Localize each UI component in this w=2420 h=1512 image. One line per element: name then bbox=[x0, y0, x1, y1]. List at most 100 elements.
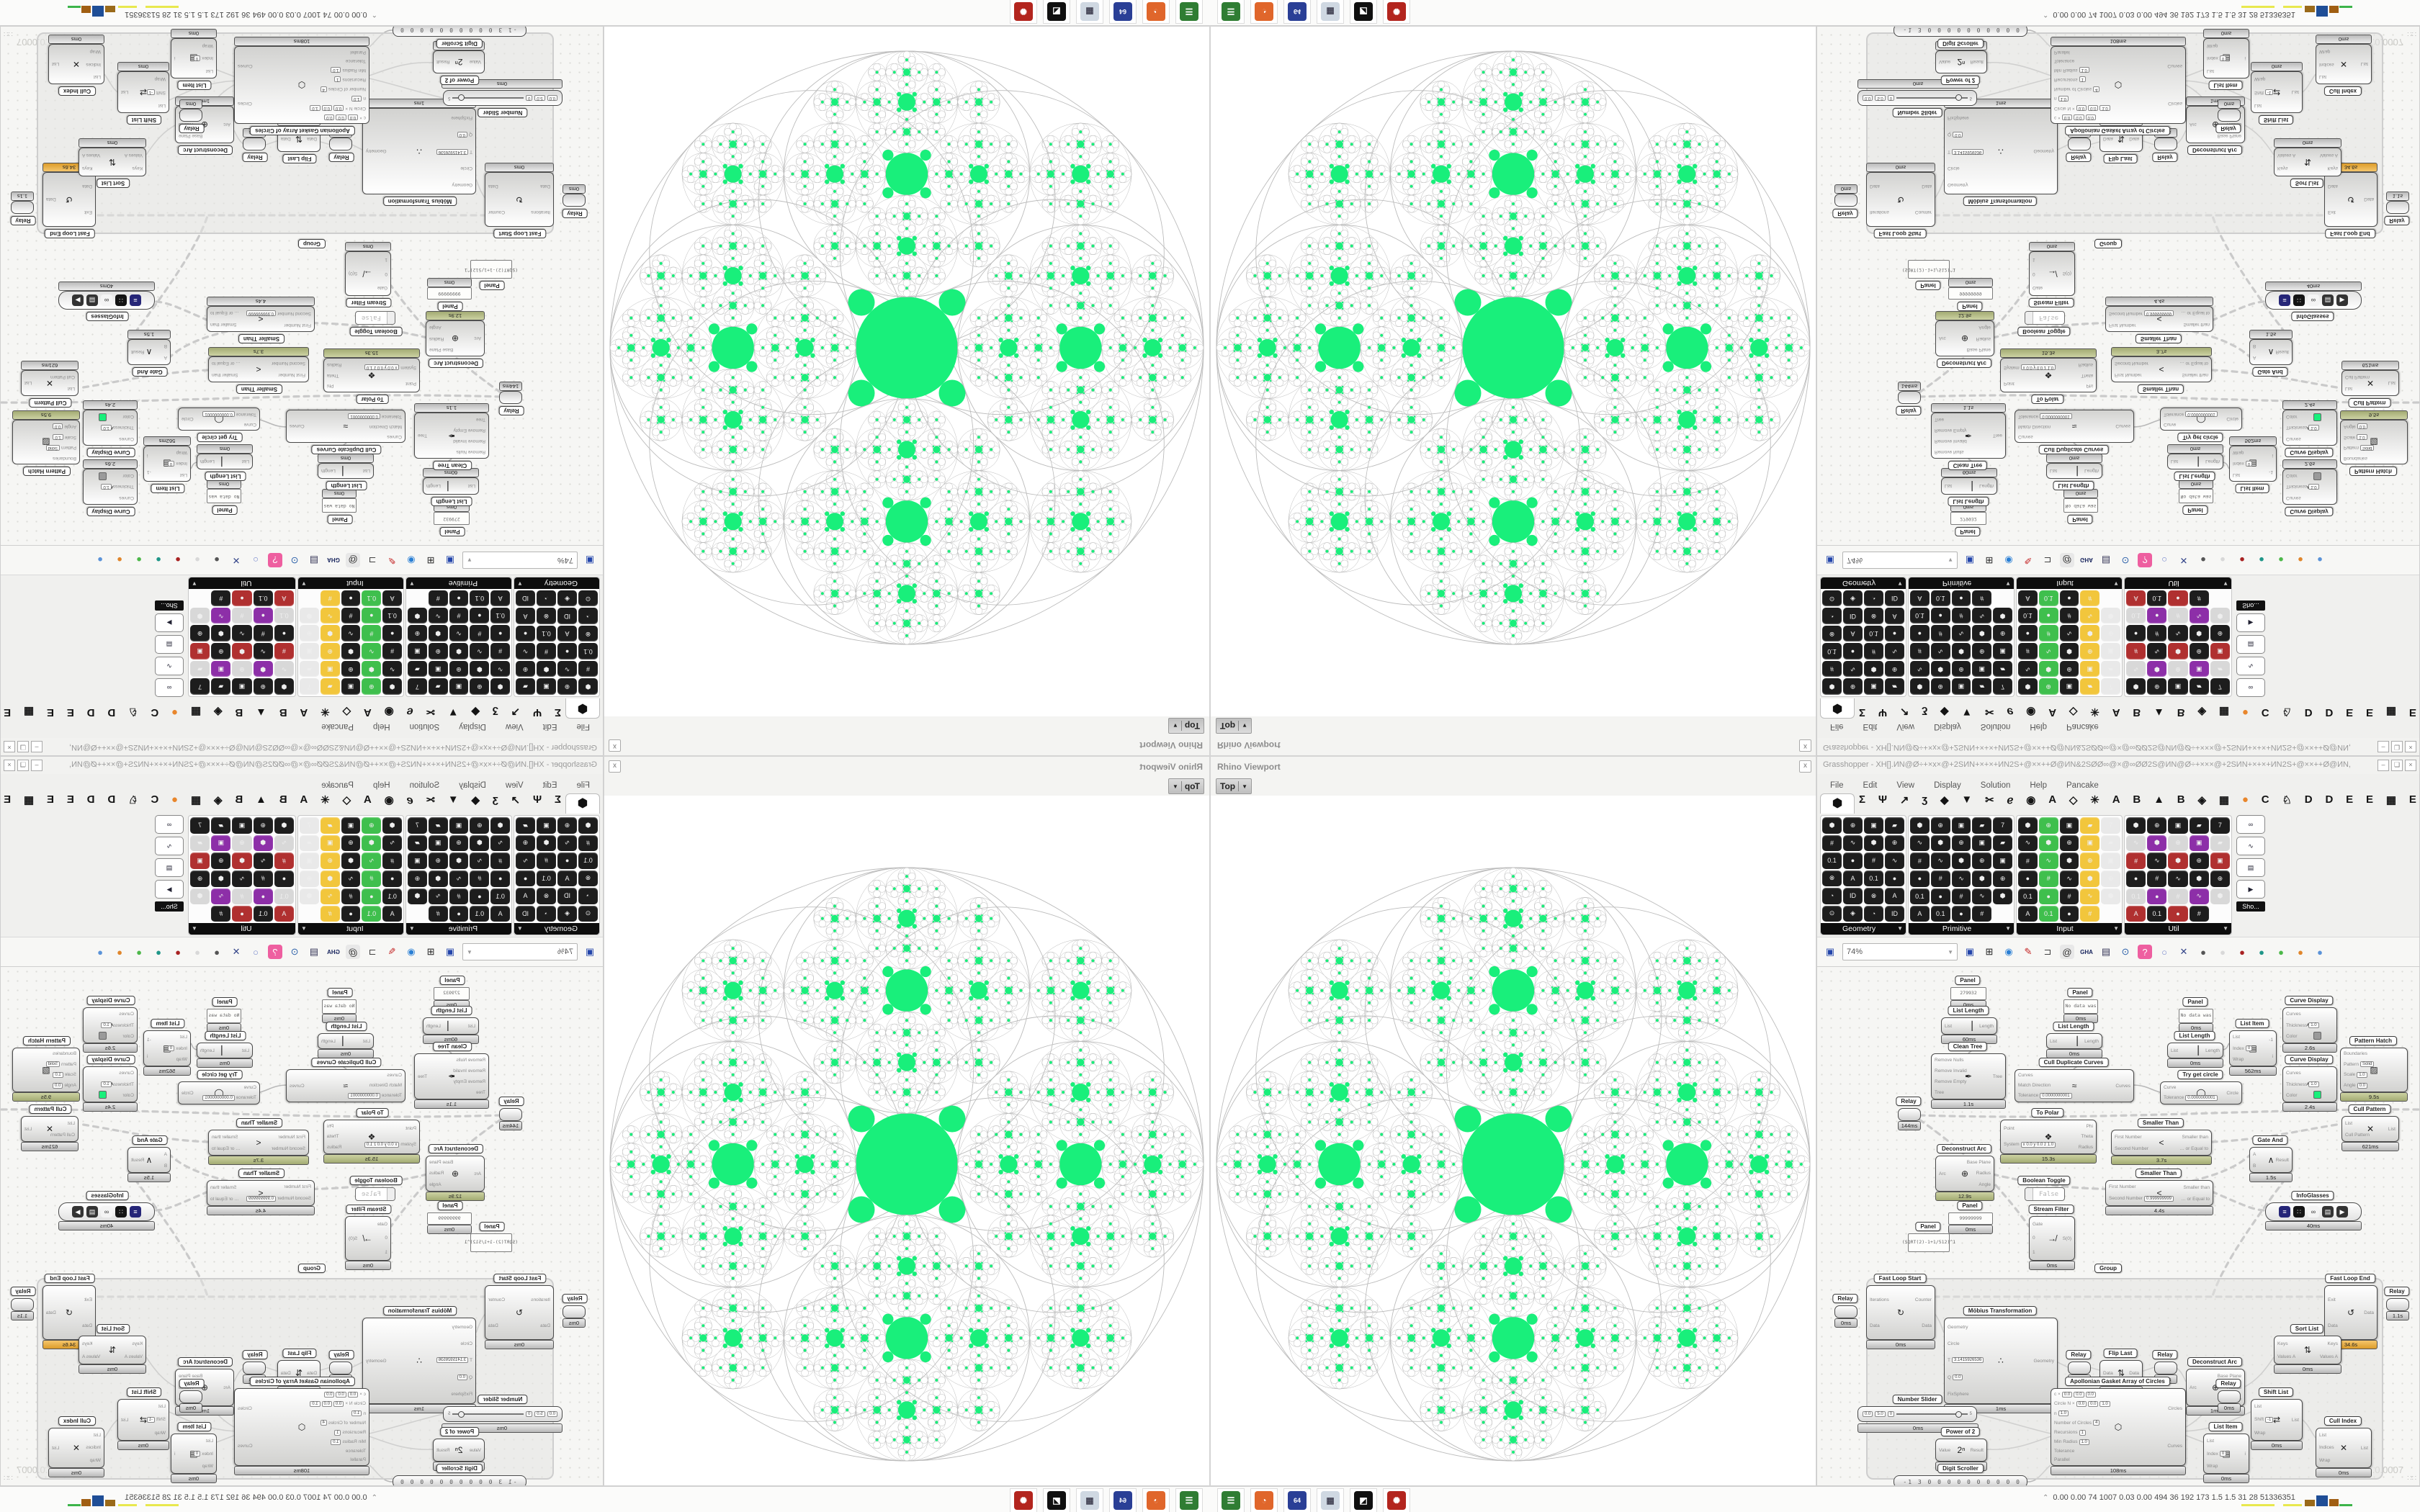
category-tab-25[interactable]: ▦ bbox=[2385, 794, 2397, 806]
category-tab-24[interactable]: E bbox=[2366, 706, 2374, 719]
gh-node-infoglasses[interactable]: ≡ ∷ ∞ ▤ ▶ bbox=[2265, 1202, 2362, 1221]
component-icon[interactable]: A bbox=[490, 906, 510, 922]
component-icon[interactable]: ⊕ bbox=[300, 870, 319, 887]
category-tab-22[interactable]: D bbox=[2325, 793, 2334, 806]
component-icon[interactable]: ⊕ bbox=[1930, 678, 1950, 695]
component-icon[interactable]: ∿ bbox=[2236, 657, 2265, 675]
component-icon[interactable]: ∿ bbox=[2147, 643, 2167, 660]
component-icon[interactable]: ∿ bbox=[1951, 870, 1971, 887]
component-icon[interactable]: ∿ bbox=[341, 625, 361, 642]
gh-node-smaller-than[interactable]: First Number Second Number 0.999999999 Smal… bbox=[207, 1180, 315, 1206]
question-box-icon[interactable]: ? bbox=[268, 553, 282, 567]
component-icon[interactable]: ● bbox=[2038, 888, 2058, 905]
component-icon[interactable]: 0.1 bbox=[2147, 906, 2167, 922]
component-icon[interactable]: ⬢ bbox=[1864, 834, 1883, 851]
component-icon[interactable]: 0.1 bbox=[2147, 590, 2167, 606]
component-icon[interactable]: # bbox=[449, 607, 469, 624]
notes-icon[interactable]: ▤ bbox=[2101, 946, 2111, 957]
component-icon[interactable]: ⬢ bbox=[274, 678, 294, 695]
gh-node-apollonian-gasket-array-of-circles[interactable]: c × 0.0 0.0 0.0 Circle N × 0.0 0.0 1.0 n 1.0 Numbe… bbox=[234, 46, 369, 124]
component-icon[interactable]: ∿ bbox=[155, 657, 184, 675]
tray-cell[interactable]: ◩ bbox=[1350, 1488, 1377, 1512]
rhino-close-icon[interactable]: x bbox=[1799, 739, 1811, 752]
menu-item-file[interactable]: File bbox=[576, 781, 590, 790]
component-icon[interactable]: ⊕ bbox=[320, 852, 340, 869]
category-tab-21[interactable]: D bbox=[107, 706, 116, 719]
component-icon[interactable]: ⊕ bbox=[428, 643, 448, 660]
tab-params-active[interactable]: ⬢ bbox=[565, 793, 600, 814]
component-icon[interactable]: ▣ bbox=[2168, 678, 2188, 695]
tray-cell[interactable]: 64 bbox=[1109, 1488, 1137, 1512]
resize-grip[interactable]: ∷∷ bbox=[2407, 30, 2416, 37]
component-icon[interactable]: ▰ bbox=[300, 834, 319, 852]
component-icon[interactable]: ∞ bbox=[155, 678, 184, 697]
category-tab-1[interactable]: Ψ bbox=[1878, 793, 1887, 806]
gh-node-fast-loop-end[interactable]: Exit Data Data ↺ bbox=[42, 1285, 96, 1340]
component-icon[interactable]: ▣ bbox=[341, 817, 361, 834]
component-icon[interactable]: ID bbox=[516, 590, 535, 607]
component-icon[interactable]: ▰ bbox=[190, 834, 210, 852]
gh-node-boolean-toggle[interactable]: False bbox=[355, 311, 395, 325]
category-tab-15[interactable]: B bbox=[2177, 706, 2185, 719]
category-tab-24[interactable]: E bbox=[46, 793, 54, 806]
component-icon[interactable]: ▣ bbox=[300, 643, 319, 660]
component-icon[interactable]: ● bbox=[382, 625, 402, 642]
palette-label-util[interactable]: Util ▼ bbox=[2125, 923, 2231, 935]
question-box-icon[interactable]: ? bbox=[2138, 945, 2152, 959]
component-icon[interactable]: # bbox=[2147, 625, 2167, 642]
component-icon[interactable]: ▤ bbox=[155, 635, 184, 654]
component-icon[interactable]: 0.1 bbox=[274, 607, 294, 624]
component-icon[interactable]: ⬢ bbox=[320, 625, 340, 642]
component-icon[interactable]: A bbox=[557, 626, 577, 642]
component-icon[interactable]: ∿ bbox=[320, 607, 340, 624]
component-icon[interactable]: ⊕ bbox=[300, 625, 319, 642]
component-icon[interactable]: ∞ bbox=[2236, 678, 2265, 697]
zoom-extents-icon[interactable]: ⊞ bbox=[426, 946, 435, 957]
component-icon[interactable]: ● bbox=[2168, 906, 2188, 922]
palette-label-primitive[interactable]: Primitive ▼ bbox=[406, 577, 511, 589]
component-icon[interactable]: 0.1 bbox=[2038, 590, 2058, 606]
component-icon[interactable]: ▰ bbox=[428, 817, 448, 834]
component-icon[interactable]: 0.1 bbox=[362, 906, 382, 922]
component-icon[interactable]: ⊕ bbox=[2210, 870, 2230, 887]
component-icon[interactable]: ∿ bbox=[2018, 660, 2038, 678]
gh-node-panel[interactable]: No data was bbox=[207, 1009, 241, 1023]
category-tab-9[interactable]: A bbox=[363, 706, 372, 719]
finder-icon[interactable]: ⊙ bbox=[290, 946, 299, 957]
gh-node-relay[interactable] bbox=[563, 1305, 586, 1318]
category-tab-10[interactable]: ◇ bbox=[342, 706, 351, 718]
menu-item-display[interactable]: Display bbox=[459, 722, 486, 731]
component-icon[interactable]: ▰ bbox=[320, 678, 340, 695]
gh-node-sort-list[interactable]: Keys Values A Keys Values A ⇅ bbox=[2274, 1336, 2341, 1364]
category-tab-13[interactable]: B bbox=[279, 793, 287, 806]
component-icon[interactable]: ⬢ bbox=[2101, 607, 2120, 624]
component-icon[interactable]: ▣ bbox=[232, 817, 252, 834]
component-icon[interactable]: 7 bbox=[190, 817, 210, 834]
component-icon[interactable]: ⬢ bbox=[2126, 678, 2146, 695]
preview-white-icon[interactable]: ● bbox=[2220, 554, 2226, 566]
component-icon[interactable]: ● bbox=[470, 888, 490, 905]
component-icon[interactable]: ⬢ bbox=[1993, 888, 2012, 905]
component-icon[interactable]: ● bbox=[341, 590, 361, 606]
gh-node-pattern-hatch[interactable]: Boundaries Pattern Solid Scale 1.0 Angle 0.0 ▨ bbox=[12, 1048, 80, 1092]
category-tab-18[interactable]: ● bbox=[171, 706, 179, 719]
component-icon[interactable]: ⬢ bbox=[2210, 888, 2230, 905]
tab-params-active[interactable]: ⬢ bbox=[1820, 698, 1855, 719]
gh-node-canvas[interactable]: Panel 279932 0ms List Length List Length ▕ 60ms… bbox=[1817, 27, 2419, 545]
component-icon[interactable]: ⬢ bbox=[253, 660, 273, 678]
component-icon[interactable]: ● bbox=[2126, 625, 2146, 642]
component-icon[interactable]: # bbox=[341, 607, 361, 624]
tab-params-active[interactable]: ⬢ bbox=[1820, 793, 1855, 814]
category-tab-24[interactable]: E bbox=[46, 706, 54, 719]
component-icon[interactable]: ▣ bbox=[300, 852, 319, 869]
component-icon[interactable]: ▰ bbox=[408, 660, 427, 678]
component-icon[interactable]: ⊕ bbox=[1993, 870, 2012, 887]
component-icon[interactable]: ● bbox=[2018, 870, 2038, 887]
gh-node-relay[interactable] bbox=[1834, 1305, 1857, 1318]
component-icon[interactable]: ▣ bbox=[2059, 678, 2079, 695]
component-icon[interactable]: ⊕ bbox=[1993, 625, 2012, 642]
gha-icon[interactable]: GHA bbox=[2080, 948, 2093, 955]
category-tab-5[interactable]: ▼ bbox=[447, 793, 459, 806]
